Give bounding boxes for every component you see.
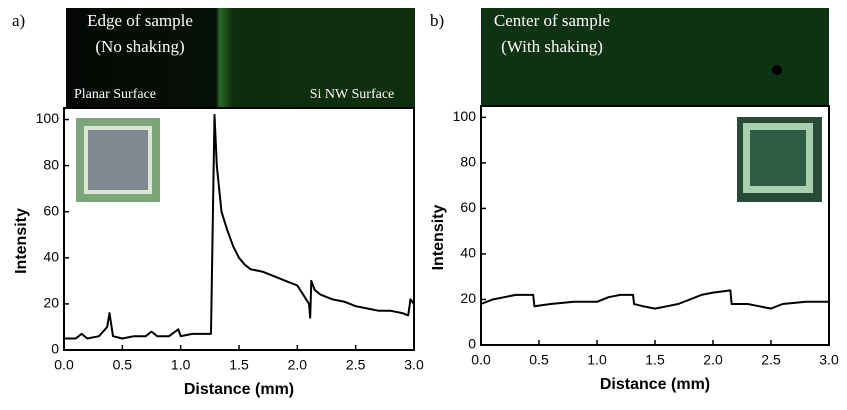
y-tick-label: 60 [460, 199, 476, 215]
x-tick-label: 0.0 [471, 352, 491, 368]
y-axis-label: Intensity [13, 208, 30, 274]
inset-b [737, 117, 822, 202]
annotation: (With shaking) [501, 37, 603, 56]
annotation: (No shaking) [95, 37, 184, 56]
micrograph-b [481, 8, 829, 105]
x-tick-label: 0.5 [113, 357, 133, 373]
annotation: Planar Surface [74, 87, 156, 102]
y-tick-label: 100 [36, 110, 60, 126]
inset-a [76, 118, 160, 202]
data-line [480, 289, 829, 310]
x-tick-label: 0.0 [54, 357, 74, 373]
y-tick-label: 20 [460, 290, 476, 306]
x-tick-label: 1.0 [587, 352, 607, 368]
y-tick-label: 80 [43, 156, 59, 172]
y-tick-label: 40 [43, 249, 59, 265]
y-tick-label: 20 [43, 295, 59, 311]
x-tick-label: 2.5 [761, 352, 781, 368]
annotation: Center of sample [494, 11, 610, 30]
panel-label: b) [430, 11, 444, 30]
x-axis-label: Distance (mm) [600, 376, 710, 393]
y-tick-label: 100 [453, 108, 477, 124]
y-tick-label: 0 [51, 341, 59, 357]
y-axis-label: Intensity [430, 205, 447, 271]
y-tick-label: 80 [460, 154, 476, 170]
annotation: Si NW Surface [310, 87, 395, 102]
annotation: Edge of sample [87, 11, 193, 30]
x-tick-label: 3.0 [404, 357, 424, 373]
micrograph-a [66, 8, 415, 108]
data-line [64, 113, 415, 340]
panel-label: a) [12, 11, 25, 30]
y-tick-label: 60 [43, 202, 59, 218]
x-tick-label: 2.0 [288, 357, 308, 373]
defect [772, 65, 782, 75]
x-tick-label: 1.5 [229, 357, 249, 373]
y-tick-label: 0 [468, 336, 476, 352]
x-tick-label: 3.0 [819, 352, 839, 368]
x-axis-label: Distance (mm) [184, 381, 294, 398]
y-tick-label: 40 [460, 245, 476, 261]
x-tick-label: 2.5 [346, 357, 366, 373]
x-tick-label: 2.0 [703, 352, 723, 368]
x-tick-label: 1.0 [171, 357, 191, 373]
x-tick-label: 1.5 [645, 352, 665, 368]
x-tick-label: 0.5 [529, 352, 549, 368]
